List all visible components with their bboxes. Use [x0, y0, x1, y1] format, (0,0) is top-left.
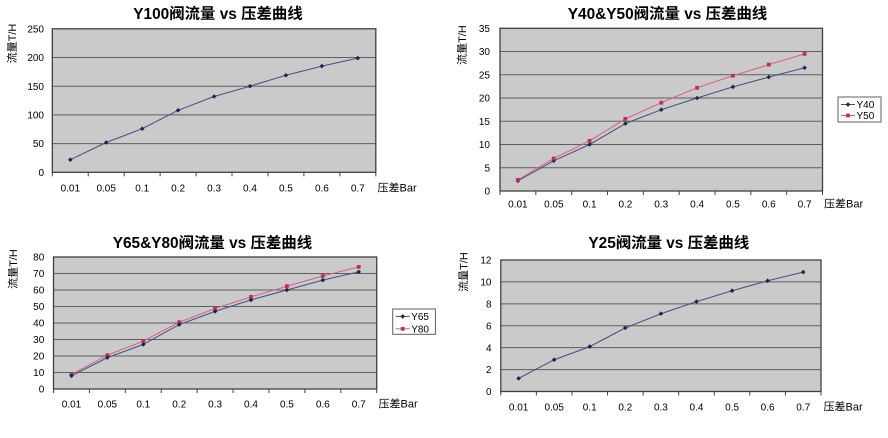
svg-text:0.05: 0.05 — [96, 184, 116, 195]
svg-text:0.7: 0.7 — [352, 400, 366, 411]
svg-text:Y80: Y80 — [411, 324, 429, 335]
svg-text:Bar: Bar — [846, 199, 863, 211]
svg-text:0.01: 0.01 — [61, 184, 81, 195]
svg-text:0: 0 — [484, 187, 490, 198]
svg-text:0.1: 0.1 — [583, 402, 597, 413]
svg-text:0.3: 0.3 — [654, 402, 668, 413]
svg-text:Y40: Y40 — [857, 100, 875, 111]
svg-text:0.5: 0.5 — [280, 400, 294, 411]
svg-text:8: 8 — [486, 299, 492, 310]
svg-text:0.4: 0.4 — [244, 400, 258, 411]
svg-text:20: 20 — [33, 352, 45, 363]
svg-text:Bar: Bar — [846, 401, 863, 413]
svg-text:12: 12 — [480, 256, 492, 267]
svg-text:250: 250 — [27, 24, 44, 35]
svg-text:0.05: 0.05 — [544, 200, 564, 211]
svg-text:50: 50 — [33, 139, 45, 150]
svg-text:Y65&Y80: Y65&Y80 — [113, 235, 179, 252]
svg-text:4: 4 — [486, 343, 492, 354]
svg-text:0.01: 0.01 — [509, 402, 529, 413]
svg-text:150: 150 — [27, 82, 44, 93]
svg-text:0: 0 — [39, 385, 45, 396]
svg-text:10: 10 — [479, 140, 491, 151]
svg-text:25: 25 — [479, 70, 491, 81]
svg-text:10: 10 — [480, 278, 492, 289]
svg-text:0.3: 0.3 — [208, 400, 222, 411]
svg-text:50: 50 — [33, 302, 45, 313]
svg-text:vs: vs — [220, 6, 237, 23]
svg-text:0.3: 0.3 — [654, 200, 668, 211]
svg-text:20: 20 — [479, 94, 491, 105]
svg-text:35: 35 — [479, 24, 491, 35]
svg-text:0.3: 0.3 — [207, 184, 221, 195]
svg-text:0.01: 0.01 — [508, 200, 528, 211]
svg-text:0.5: 0.5 — [726, 200, 740, 211]
svg-text:0.05: 0.05 — [544, 402, 564, 413]
svg-text:Bar: Bar — [400, 183, 417, 195]
svg-text:6: 6 — [486, 321, 492, 332]
svg-text:80: 80 — [33, 253, 45, 264]
svg-text:40: 40 — [33, 319, 45, 330]
svg-text:2: 2 — [486, 365, 492, 376]
svg-text:0.5: 0.5 — [725, 402, 739, 413]
svg-text:Bar: Bar — [401, 399, 418, 411]
svg-text:0.4: 0.4 — [243, 184, 257, 195]
svg-text:T/H: T/H — [7, 24, 19, 42]
svg-text:0: 0 — [486, 387, 492, 398]
svg-text:Y40&Y50: Y40&Y50 — [568, 6, 634, 23]
svg-text:T/H: T/H — [8, 249, 20, 267]
svg-text:0.1: 0.1 — [583, 200, 597, 211]
svg-text:vs: vs — [684, 6, 701, 23]
svg-text:vs: vs — [229, 235, 246, 252]
svg-text:200: 200 — [27, 53, 44, 64]
svg-text:0.01: 0.01 — [62, 400, 82, 411]
svg-text:0.1: 0.1 — [135, 184, 149, 195]
svg-text:0.05: 0.05 — [98, 400, 118, 411]
svg-text:5: 5 — [484, 163, 490, 174]
svg-text:100: 100 — [27, 111, 44, 122]
svg-text:0.6: 0.6 — [761, 402, 775, 413]
svg-text:0.7: 0.7 — [796, 402, 810, 413]
svg-text:0.4: 0.4 — [690, 402, 704, 413]
svg-text:30: 30 — [479, 47, 491, 58]
svg-text:0.7: 0.7 — [351, 184, 365, 195]
svg-text:0.2: 0.2 — [171, 184, 185, 195]
svg-text:0.2: 0.2 — [618, 200, 632, 211]
svg-text:10: 10 — [33, 368, 45, 379]
svg-text:0.4: 0.4 — [690, 200, 704, 211]
svg-text:0.1: 0.1 — [136, 400, 150, 411]
svg-text:0.6: 0.6 — [316, 400, 330, 411]
svg-text:Y50: Y50 — [857, 111, 875, 122]
svg-text:0.6: 0.6 — [315, 184, 329, 195]
svg-text:0.2: 0.2 — [172, 400, 186, 411]
svg-text:30: 30 — [33, 335, 45, 346]
svg-text:T/H: T/H — [457, 25, 469, 43]
svg-text:60: 60 — [33, 286, 45, 297]
svg-text:0: 0 — [38, 168, 44, 179]
svg-text:0.5: 0.5 — [279, 184, 293, 195]
svg-text:Y100: Y100 — [133, 6, 169, 23]
svg-text:T/H: T/H — [458, 252, 470, 270]
svg-text:0.7: 0.7 — [798, 200, 812, 211]
svg-text:Y65: Y65 — [411, 312, 429, 323]
svg-text:Y25: Y25 — [588, 235, 616, 252]
svg-text:70: 70 — [33, 269, 45, 280]
svg-text:0.2: 0.2 — [618, 402, 632, 413]
svg-text:15: 15 — [479, 117, 491, 128]
svg-text:0.6: 0.6 — [762, 200, 776, 211]
svg-text:vs: vs — [666, 235, 683, 252]
